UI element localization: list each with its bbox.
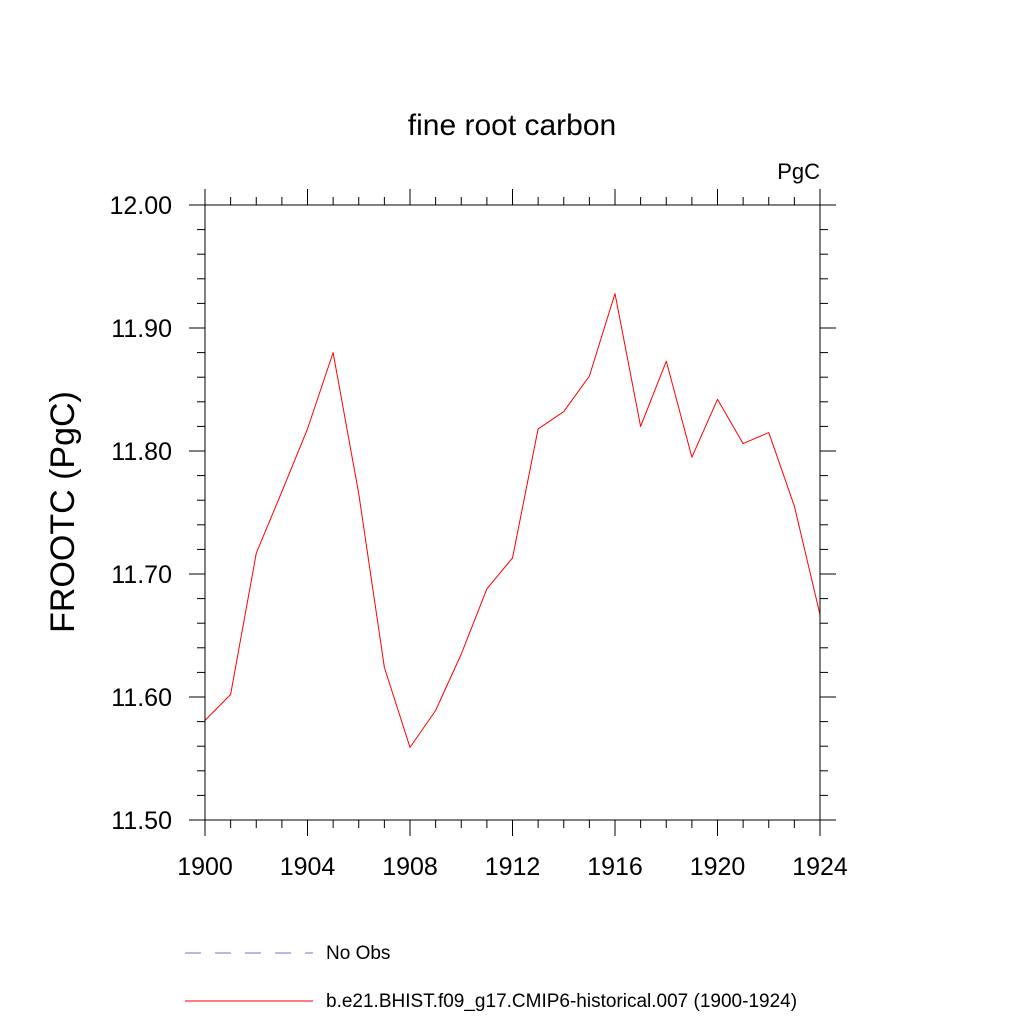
- x-tick-label: 1920: [690, 853, 746, 881]
- y-tick-label: 11.50: [111, 807, 172, 835]
- y-tick-label: 11.90: [111, 315, 172, 343]
- x-tick-label: 1916: [587, 853, 643, 881]
- x-tick-label: 1900: [177, 853, 233, 881]
- legend-label-no-obs: No Obs: [326, 943, 390, 964]
- x-tick-label: 1924: [792, 853, 848, 881]
- y-tick-label: 11.80: [111, 438, 172, 466]
- x-tick-label: 1908: [382, 853, 438, 881]
- legend-label-historical: b.e21.BHIST.f09_g17.CMIP6-historical.007…: [326, 991, 797, 1012]
- y-tick-label: 12.00: [109, 192, 172, 220]
- series-layer: [204, 293, 821, 748]
- y-axis-label: FROOTC (PgC): [44, 391, 82, 633]
- y-tick-label: 11.70: [111, 561, 172, 589]
- chart-title: fine root carbon: [408, 109, 616, 142]
- legend: No Obs b.e21.BHIST.f09_g17.CMIP6-histori…: [185, 943, 797, 1012]
- x-tick-label: 1904: [280, 853, 336, 881]
- y-tick-label: 11.60: [111, 684, 172, 712]
- plot-frame: [204, 204, 821, 821]
- y-tick-labels: 11.50 11.60 11.70 11.80 11.90 12.00: [109, 192, 172, 835]
- x-tick-labels: 1900 1904 1908 1912 1916 1920 1924: [177, 853, 848, 881]
- units-label: PgC: [777, 159, 820, 184]
- minor-ticks: [197, 197, 828, 828]
- major-ticks: [189, 189, 836, 836]
- x-tick-label: 1912: [485, 853, 541, 881]
- series-line: [204, 293, 821, 748]
